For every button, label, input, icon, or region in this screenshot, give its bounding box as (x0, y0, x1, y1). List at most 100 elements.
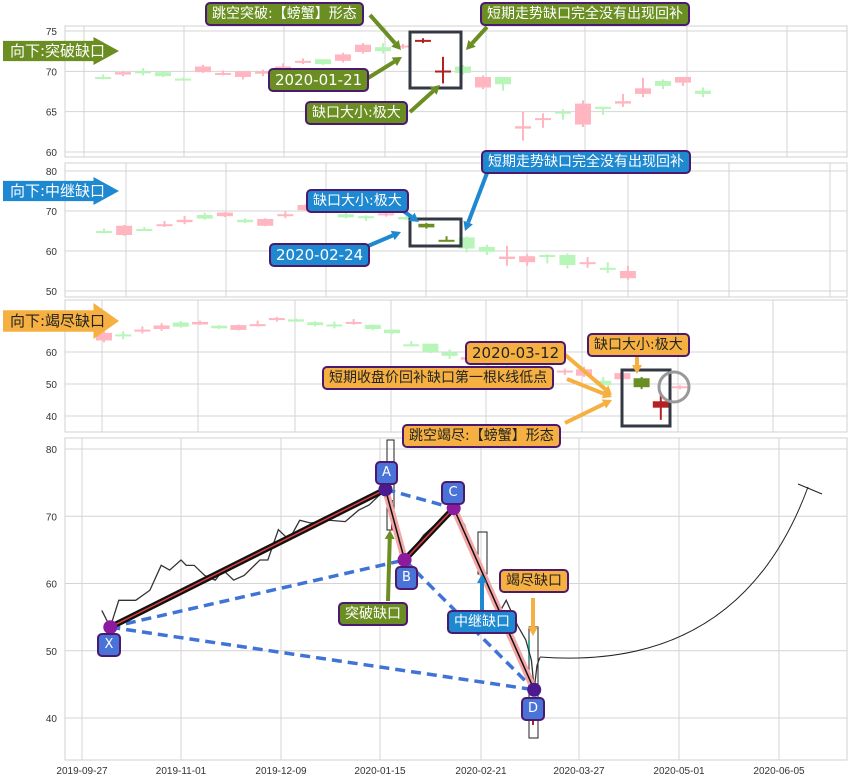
date-arrow (366, 57, 402, 80)
y-tick-label: 50 (46, 380, 58, 391)
arrow-head (528, 627, 538, 636)
arrow-shaft (367, 233, 394, 248)
candle-body (556, 370, 573, 373)
candle-body (96, 332, 112, 341)
breakaway-no-fill-label: 短期走势缺口完全没有出现回补 (480, 2, 690, 26)
y-tick-label: 60 (46, 580, 58, 591)
plot-area (64, 162, 848, 298)
arrow-head (391, 39, 401, 50)
arrow-head (601, 399, 612, 409)
point-a-label: A (375, 461, 398, 485)
breakaway-size-label: 缺口大小:极大 (305, 101, 408, 125)
candle-body (95, 76, 111, 79)
candle-body (633, 378, 650, 388)
breakaway-marker-arrow (384, 530, 395, 602)
candle-body (115, 334, 132, 337)
candle-body (519, 256, 536, 263)
candle-body (277, 214, 294, 217)
candle-body (384, 329, 400, 334)
pattern-arrow (564, 399, 612, 425)
arrow-head (463, 220, 473, 231)
y-tick-label: 60 (46, 348, 58, 359)
candle-body (364, 324, 381, 329)
arrow-head (391, 57, 402, 66)
arrow-head (408, 212, 419, 222)
candle-body (418, 223, 435, 228)
xabcd-dashed-line (109, 558, 405, 629)
arrow-shaft (408, 89, 435, 114)
candle-body (156, 224, 173, 227)
candle-body (216, 212, 233, 217)
arrow-shaft (366, 60, 396, 80)
x-tick-label: 2019-12-09 (255, 766, 307, 777)
candle-body (176, 219, 193, 223)
candle-body (595, 380, 612, 386)
candle-body (295, 60, 311, 63)
y-tick-label: 80 (46, 167, 58, 178)
candle-body (375, 47, 391, 52)
y-tick-label: 50 (46, 647, 58, 658)
fill-arrow (566, 377, 612, 399)
point-d-label: D (521, 697, 545, 721)
exhaustion-pattern-label: 跳空竭尽:【螃蟹】形态 (402, 424, 561, 448)
arrow-shaft (470, 25, 489, 45)
candle-body (595, 106, 611, 109)
size-arrow (632, 357, 642, 374)
candle-body (579, 262, 596, 265)
pattern-arrow (368, 13, 401, 50)
candle-body (655, 81, 671, 86)
arrow-shaft (466, 172, 489, 224)
leg-line-inner (404, 507, 455, 561)
candle-body (237, 219, 254, 223)
candle-body (619, 271, 636, 279)
candle-body (539, 255, 556, 257)
xabcd-dashed-line (110, 625, 535, 692)
y-tick-label: 80 (46, 445, 58, 456)
candle-body (599, 267, 616, 270)
candle-body (378, 213, 395, 216)
x-tick-label: 2019-09-27 (56, 766, 108, 777)
candle-body (215, 72, 231, 75)
y-tick-label: 65 (46, 108, 58, 119)
breakaway-pattern-label: 跳空突破:【螃蟹】形态 (205, 2, 364, 26)
breakaway-gap-marker-label: 突破缺口 (338, 602, 408, 626)
candle-body (345, 321, 362, 324)
candle-body (196, 215, 213, 219)
arrow-head (466, 39, 476, 50)
candle-body (559, 255, 576, 265)
x-tick-label: 2020-03-27 (553, 766, 605, 777)
arrow-shaft (566, 377, 605, 396)
exhaustion-gap-marker-label: 竭尽缺口 (499, 569, 569, 593)
candle-body (192, 321, 208, 325)
x-tick-label: 2020-06-05 (753, 766, 805, 777)
arrow-shaft (561, 351, 607, 391)
projection-end-tick (797, 483, 823, 495)
exhaustion-date-label: 2020-03-12 (465, 341, 567, 365)
arrow-shaft (386, 538, 392, 602)
candle-body (96, 231, 112, 233)
runaway-size-label: 缺口大小:极大 (306, 189, 409, 213)
candle-body (403, 344, 420, 347)
candle-body (422, 343, 439, 352)
y-tick-label: 60 (46, 148, 58, 159)
candle-body (297, 205, 314, 211)
candle-body (675, 76, 691, 83)
candle-body (357, 216, 374, 219)
pivot-point-b (397, 552, 412, 567)
candle-body (438, 239, 455, 242)
candle-body (172, 322, 189, 327)
candle-body (211, 325, 228, 329)
candle-body (435, 70, 451, 73)
candle-body (535, 118, 551, 121)
exhaustion-size-label: 缺口大小:极大 (587, 333, 690, 357)
projection-curve (539, 486, 809, 659)
candle-body (395, 45, 411, 48)
breakaway-gap-badge: 向下:突破缺口 (3, 37, 119, 65)
candle-body (257, 219, 274, 226)
y-tick-label: 50 (46, 287, 58, 298)
candle-body (249, 324, 266, 327)
exhaustion-gap-box (620, 368, 672, 428)
arrow-head (429, 85, 440, 95)
